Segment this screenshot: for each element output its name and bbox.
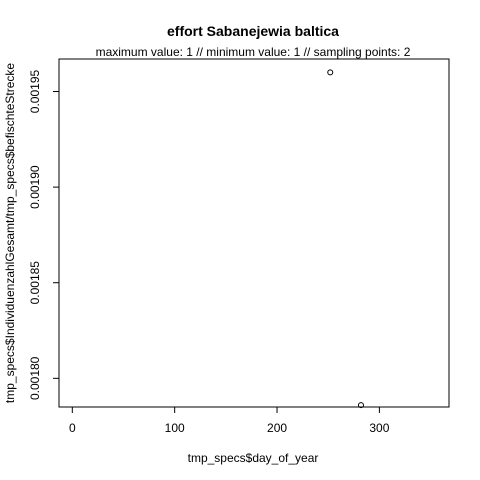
y-tick-label: 0.00195: [28, 69, 42, 113]
y-tick-label: 0.00190: [28, 165, 42, 209]
x-axis: 0 100 200 300: [69, 406, 390, 435]
y-tick-label: 0.00185: [28, 261, 42, 305]
y-tick-label: 0.00180: [28, 356, 42, 400]
x-axis-label: tmp_specs$day_of_year: [188, 451, 319, 465]
chart-title: effort Sabanejewia baltica: [167, 23, 339, 39]
y-axis: 0.00180 0.00185 0.00190 0.00195: [28, 69, 60, 400]
data-point: [327, 69, 334, 76]
x-tick-label: 200: [267, 421, 287, 435]
x-tick-label: 100: [165, 421, 185, 435]
x-tick-label: 0: [69, 421, 76, 435]
chart-subtitle: maximum value: 1 // minimum value: 1 // …: [96, 45, 411, 59]
x-tick-label: 300: [369, 421, 389, 435]
plot-frame: [58, 58, 450, 408]
data-point: [357, 402, 364, 409]
data-points: [327, 69, 364, 409]
y-axis-label: tmp_specs$IndividuenzahlGesamt/tmp_specs…: [3, 63, 17, 404]
